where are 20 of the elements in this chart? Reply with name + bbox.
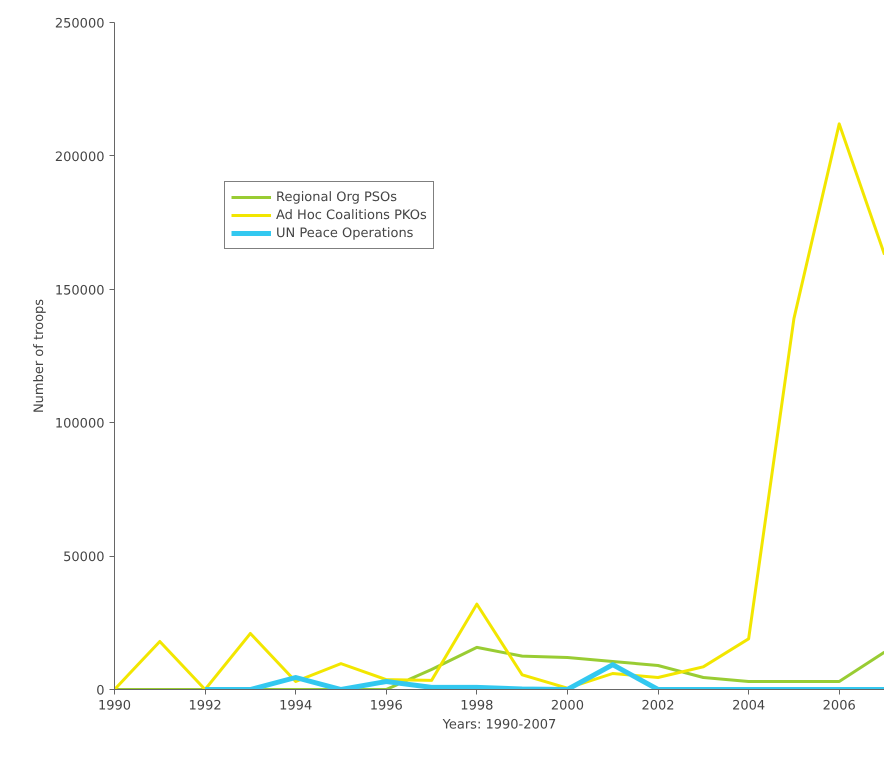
- x-tick-label: 1994: [279, 698, 312, 714]
- y-tick-label: 150000: [54, 283, 105, 298]
- x-tick-label: 2000: [550, 698, 584, 714]
- y-axis-title: Number of troops: [32, 298, 47, 414]
- x-tick-label: 1996: [370, 698, 403, 714]
- legend-label: Regional Org PSOs: [276, 188, 398, 206]
- y-tick-label: 250000: [54, 16, 105, 32]
- y-tick-label: 50000: [63, 550, 105, 566]
- x-tick-label: 1992: [188, 698, 222, 714]
- x-tick-label: 2002: [641, 698, 675, 714]
- legend-label: UN Peace Operations: [276, 224, 414, 242]
- legend-label: Ad Hoc Coalitions PKOs: [276, 206, 427, 224]
- y-tick-label: 100000: [54, 416, 105, 432]
- y-tick-label: 0: [96, 684, 105, 698]
- x-tick-label: 1990: [98, 698, 132, 714]
- x-axis-title: Years: 1990-2007: [442, 718, 556, 732]
- x-tick-label: 2006: [822, 698, 856, 714]
- x-tick-label: 2004: [732, 698, 766, 714]
- y-tick-label: 200000: [54, 150, 105, 165]
- x-tick-label: 1998: [460, 698, 494, 714]
